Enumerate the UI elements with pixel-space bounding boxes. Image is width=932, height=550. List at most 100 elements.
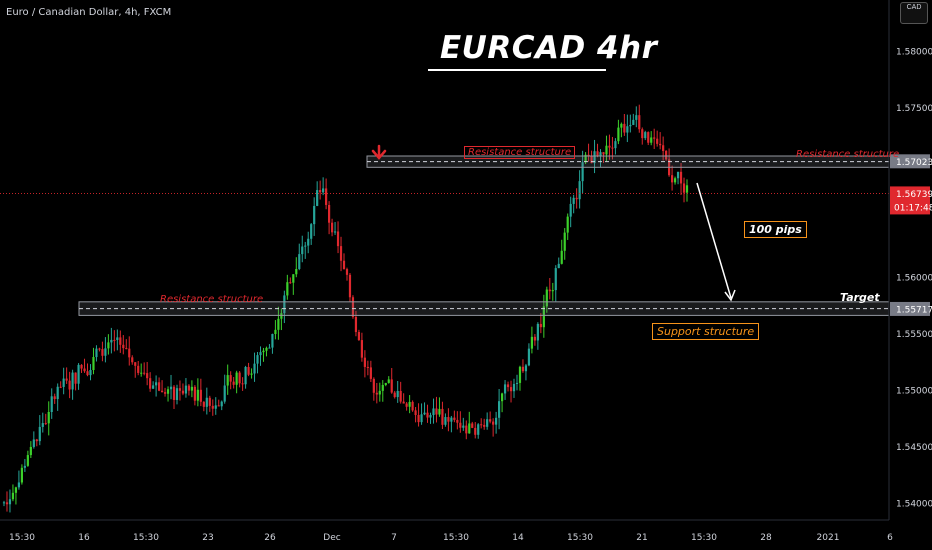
candle-body [554, 268, 557, 291]
candle-body [92, 357, 95, 371]
candle-body [533, 336, 536, 341]
candle-body [432, 408, 435, 416]
candle-body [241, 383, 244, 385]
candle-body [110, 339, 113, 343]
candle-body [342, 260, 346, 270]
candle-body [459, 422, 462, 428]
candle-body [247, 366, 250, 375]
down-arrow-icon [371, 144, 387, 160]
candle-body [345, 269, 349, 275]
resistance-label-top-center: Resistance structure [464, 146, 576, 159]
candle-body [322, 188, 325, 193]
candle-body [465, 425, 468, 434]
candle-body [593, 151, 596, 164]
candle-body [444, 417, 447, 425]
target-label: Target [840, 291, 880, 304]
candle-body [56, 386, 59, 400]
candle-body [47, 412, 50, 424]
candle-body [14, 487, 18, 493]
candle-body [420, 414, 423, 423]
candle-body [650, 137, 653, 143]
candle-body [226, 375, 229, 386]
chart-title: EURCAD 4hr [440, 30, 658, 66]
candle-body [685, 185, 689, 193]
time-tick-label: 15:30 [133, 533, 159, 543]
candle-body [569, 203, 572, 217]
price-tag-level [890, 154, 930, 169]
candle-body [453, 417, 456, 420]
candle-body [181, 390, 185, 394]
price-tick-label: 1.55500 [896, 330, 932, 340]
candle-body [602, 152, 605, 155]
price-tag-level [890, 301, 930, 316]
candle-body [644, 132, 647, 139]
support-label: Support structure [652, 323, 760, 340]
candle-body [339, 246, 343, 261]
price-tick-label: 1.55000 [896, 387, 932, 397]
candle-body [160, 390, 164, 393]
candle-body [217, 405, 220, 407]
candle-body [23, 465, 26, 468]
candle-body [325, 188, 328, 205]
candle-body [399, 390, 402, 402]
candle-body [632, 119, 635, 125]
currency-badge[interactable]: CAD [900, 2, 928, 24]
candle-body [330, 222, 334, 233]
candle-body [477, 424, 480, 435]
candle-body [381, 385, 384, 391]
candle-body [456, 419, 459, 423]
candle-body [89, 370, 92, 376]
candle-body [435, 408, 438, 415]
candle-body [429, 415, 432, 418]
price-tag-current [890, 186, 930, 215]
candle-body [635, 115, 638, 120]
candle-body [375, 392, 378, 395]
projection-arrowhead-icon [724, 289, 736, 302]
candle-body [205, 397, 208, 407]
candle-body [530, 336, 534, 349]
candle-body [190, 386, 193, 391]
price-tick-label: 1.58000 [896, 47, 932, 57]
time-tick-label: 15:30 [691, 533, 717, 543]
candle-body [402, 401, 405, 404]
candle-body [572, 197, 575, 204]
candle-body [360, 340, 364, 358]
candle-body [369, 367, 372, 379]
candle-body [143, 372, 146, 374]
candle-body [53, 396, 56, 400]
candle-body [256, 355, 259, 364]
candle-body [545, 289, 548, 307]
candle-body [676, 171, 680, 179]
candle-body [673, 178, 677, 183]
candle-body [348, 274, 352, 298]
price-tick-label: 1.55717 [896, 305, 932, 315]
candle-body [662, 145, 665, 151]
time-tick-label: 21 [636, 533, 647, 543]
candle-body [611, 147, 614, 149]
candle-body [274, 329, 277, 335]
candle-body [584, 154, 587, 163]
candle-body [208, 397, 211, 406]
candle-body [333, 231, 337, 233]
candle-body [152, 385, 155, 389]
candle-body [5, 502, 9, 505]
candle-body [253, 363, 256, 374]
candle-body [277, 318, 280, 330]
resistance-label-left: Resistance structure [160, 294, 264, 305]
candle-body [503, 384, 507, 394]
candle-body [146, 373, 149, 379]
candle-body [35, 439, 38, 442]
candle-body [599, 152, 602, 156]
candle-body [265, 347, 268, 351]
candle-body [104, 348, 107, 356]
candle-body [128, 348, 131, 358]
candle-body [202, 401, 205, 407]
candle-body [462, 425, 465, 428]
candle-body [515, 382, 519, 384]
candle-body [223, 385, 226, 402]
time-tick-label: 15:30 [443, 533, 469, 543]
candle-body [250, 373, 253, 375]
candle-body [656, 138, 659, 144]
candle-body [187, 385, 191, 391]
